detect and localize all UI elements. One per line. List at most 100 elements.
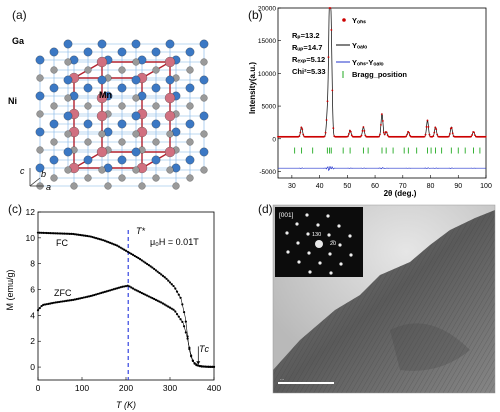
- xrd-yobs-point: [331, 89, 334, 92]
- zfc-data-point: [103, 290, 106, 293]
- fc-data-point: [149, 265, 152, 268]
- xrd-yobs-point: [350, 134, 353, 137]
- zfc-data-point: [65, 299, 68, 303]
- saed-spot: [307, 251, 311, 255]
- zfc-data-point: [190, 355, 193, 358]
- saed-spot: [326, 214, 330, 218]
- ga-atom: [118, 174, 126, 182]
- zfc-data-point: [50, 302, 54, 305]
- fc-data-point: [147, 264, 150, 267]
- zfc-data-point: [96, 292, 99, 296]
- zfc-data-point: [207, 365, 210, 368]
- xrd-yobs-point: [298, 135, 301, 137]
- xrd-yobs-point: [436, 133, 439, 136]
- xrd-yobs-point: [447, 135, 450, 138]
- xrd-y-tick-label: -5000: [259, 169, 276, 176]
- zfc-data-point: [86, 295, 89, 298]
- zfc-data-point: [75, 298, 78, 301]
- fc-data-point: [179, 296, 182, 299]
- fc-data-point: [165, 277, 168, 280]
- saed-inset: [001] 130 2̅0: [275, 207, 363, 277]
- fc-data-point: [102, 239, 105, 242]
- ni-atom: [199, 75, 209, 85]
- saed-spot: [328, 252, 332, 256]
- ga-atom: [98, 130, 106, 138]
- mt-x-tick-label: 300: [163, 383, 177, 393]
- zfc-data-point: [165, 304, 168, 307]
- ni-atom: [117, 83, 127, 93]
- xrd-yobs-point: [386, 134, 389, 137]
- ga-atom: [70, 182, 78, 190]
- legend-yobs: Yₒₕₛ: [352, 16, 366, 25]
- saed-spot: [327, 233, 331, 237]
- xrd-yobs-point: [381, 120, 384, 122]
- zfc-data-point: [202, 365, 205, 368]
- ga-atom: [186, 138, 194, 146]
- fc-data-point: [45, 231, 48, 235]
- xrd-yobs-point: [408, 131, 410, 134]
- fc-data-point: [47, 231, 50, 235]
- zfc-data-point: [63, 300, 66, 303]
- fc-data-point: [58, 232, 61, 235]
- zfc-data-point: [200, 365, 203, 368]
- zfc-data-point: [163, 303, 166, 306]
- saed-spot: [316, 223, 320, 227]
- ga-atom: [186, 66, 194, 74]
- xrd-x-tick-label: 50: [343, 183, 351, 190]
- field-annotation: μ₀H = 0.01T: [150, 237, 199, 247]
- fc-data-point: [109, 241, 112, 244]
- zfc-data-point: [42, 303, 45, 306]
- xrd-yobs-point: [433, 131, 436, 134]
- zfc-data-point: [130, 286, 133, 289]
- fc-data-point: [52, 232, 55, 235]
- fc-data-point: [56, 232, 59, 235]
- mt-x-tick-label: 200: [119, 383, 133, 393]
- ga-atom: [166, 166, 174, 174]
- zfc-data-point: [82, 296, 85, 299]
- zfc-data-point: [126, 284, 129, 287]
- ga-atom: [132, 58, 140, 66]
- zfc-data-point: [195, 364, 198, 367]
- xrd-yobs-point: [361, 129, 364, 132]
- xrd-stat-chi2: Chi²=5.33: [292, 67, 326, 76]
- ga-atom: [84, 138, 92, 146]
- ni-atom: [83, 119, 93, 129]
- zfc-data-point: [116, 287, 119, 290]
- zfc-data-point: [66, 299, 70, 302]
- fc-data-point: [137, 256, 140, 260]
- panel-b: (b) 30 40 50 60 70 80 90 100 -5000 0 5000 10000 1500…: [240, 0, 500, 200]
- zfc-data-point: [161, 302, 165, 305]
- xrd-y-tick-label: 10000: [258, 71, 276, 78]
- zfc-data-point: [188, 347, 191, 351]
- xrd-yobs-point: [329, 7, 332, 9]
- ni-atom: [185, 119, 195, 129]
- xrd-yobs-point: [474, 134, 476, 137]
- zfc-data-point: [131, 287, 135, 290]
- xrd-yobs-point: [348, 129, 351, 132]
- xrd-yobs-point: [327, 56, 330, 59]
- zfc-data-point: [79, 297, 82, 300]
- saed-spot-label-130: 130: [312, 232, 321, 238]
- mt-y-tick-label: 8: [30, 259, 35, 269]
- fc-data-point: [116, 244, 119, 247]
- ga-atom: [172, 182, 180, 190]
- ga-atom: [186, 102, 194, 110]
- ga-atom: [166, 130, 174, 138]
- fc-data-point: [63, 232, 66, 235]
- zfc-data-point: [156, 299, 159, 302]
- zfc-data-point: [84, 296, 87, 299]
- ga-atom: [138, 182, 146, 190]
- t-star-label: T*: [136, 226, 145, 236]
- ga-atom: [36, 110, 44, 118]
- xrd-yobs-point: [349, 130, 352, 133]
- zfc-data-point: [73, 298, 77, 301]
- xrd-yobs-point: [473, 131, 475, 134]
- xrd-yobs-point: [362, 126, 365, 128]
- zfc-data-point: [102, 291, 105, 294]
- fc-data-point: [80, 234, 84, 237]
- xrd-yobs-point: [432, 135, 435, 137]
- zfc-data-point: [135, 289, 138, 292]
- zfc-data-point: [184, 331, 187, 334]
- ni-atom: [63, 111, 73, 121]
- mn-atom-label: Mn: [99, 90, 112, 100]
